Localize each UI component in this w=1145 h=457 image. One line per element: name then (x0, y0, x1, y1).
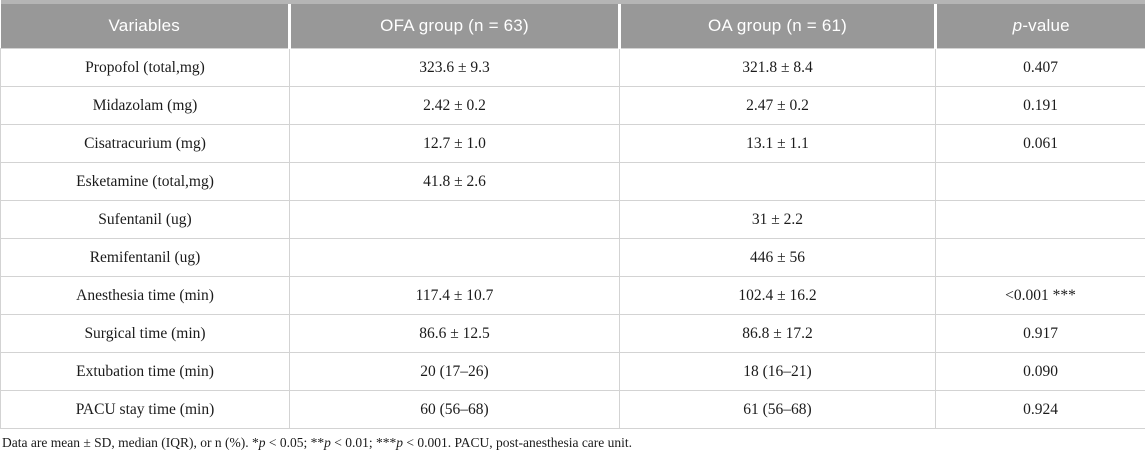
ofa-value-cell: 41.8 ± 2.6 (289, 162, 620, 201)
p-value-italic-p: p (1012, 16, 1023, 35)
table-row-extubation-time: Extubation time (min) 20 (17–26) 18 (16–… (0, 352, 1145, 391)
footnote-italic-p: p (396, 435, 403, 450)
p-value-cell: 0.407 (935, 48, 1145, 87)
ofa-value-cell: 12.7 ± 1.0 (289, 124, 620, 163)
footnote-text: < 0.001. PACU, post-anesthesia care unit… (402, 435, 633, 450)
header-p-value: p-value (934, 0, 1145, 49)
p-value-cell: 0.061 (935, 124, 1145, 163)
table-row-cisatracurium: Cisatracurium (mg) 12.7 ± 1.0 13.1 ± 1.1… (0, 124, 1145, 163)
p-value-cell: 0.090 (935, 352, 1145, 391)
oa-value-cell (619, 162, 936, 201)
anesthesia-comparison-table: Variables OFA group (n = 63) OA group (n… (0, 0, 1145, 429)
variable-cell: Surgical time (min) (0, 314, 290, 353)
ofa-value-cell: 60 (56–68) (289, 390, 620, 429)
header-ofa-group: OFA group (n = 63) (288, 0, 620, 49)
variable-cell: PACU stay time (min) (0, 390, 290, 429)
table-row-anesthesia-time: Anesthesia time (min) 117.4 ± 10.7 102.4… (0, 276, 1145, 315)
ofa-value-cell: 20 (17–26) (289, 352, 620, 391)
oa-value-cell: 2.47 ± 0.2 (619, 86, 936, 125)
table-row-midazolam: Midazolam (mg) 2.42 ± 0.2 2.47 ± 0.2 0.1… (0, 86, 1145, 125)
oa-value-cell: 102.4 ± 16.2 (619, 276, 936, 315)
oa-value-cell: 61 (56–68) (619, 390, 936, 429)
ofa-value-cell: 323.6 ± 9.3 (289, 48, 620, 87)
variable-cell: Midazolam (mg) (0, 86, 290, 125)
table-footnote: Data are mean ± SD, median (IQR), or n (… (0, 429, 1145, 451)
table-header: Variables OFA group (n = 63) OA group (n… (0, 0, 1145, 49)
p-value-cell: <0.001 *** (935, 276, 1145, 315)
ofa-value-cell: 117.4 ± 10.7 (289, 276, 620, 315)
variable-cell: Esketamine (total,mg) (0, 162, 290, 201)
table-row-sufentanil: Sufentanil (ug) 31 ± 2.2 (0, 200, 1145, 239)
table-row-surgical-time: Surgical time (min) 86.6 ± 12.5 86.8 ± 1… (0, 314, 1145, 353)
table-body: Propofol (total,mg) 323.6 ± 9.3 321.8 ± … (0, 48, 1145, 429)
variable-cell: Anesthesia time (min) (0, 276, 290, 315)
footnote-text: < 0.01; *** (330, 435, 397, 450)
p-value-rest: -value (1022, 16, 1070, 35)
oa-value-cell: 18 (16–21) (619, 352, 936, 391)
footnote-text: Data are mean ± SD, median (IQR), or n (… (2, 435, 259, 450)
table-row-propofol: Propofol (total,mg) 323.6 ± 9.3 321.8 ± … (0, 48, 1145, 87)
ofa-value-cell (289, 200, 620, 239)
table-row-esketamine: Esketamine (total,mg) 41.8 ± 2.6 (0, 162, 1145, 201)
ofa-value-cell: 86.6 ± 12.5 (289, 314, 620, 353)
variable-cell: Cisatracurium (mg) (0, 124, 290, 163)
p-value-cell (935, 200, 1145, 239)
oa-value-cell: 321.8 ± 8.4 (619, 48, 936, 87)
header-row: Variables OFA group (n = 63) OA group (n… (0, 0, 1145, 49)
footnote-italic-p: p (324, 435, 331, 450)
oa-value-cell: 31 ± 2.2 (619, 200, 936, 239)
footnote-italic-p: p (258, 435, 266, 450)
header-oa-group: OA group (n = 61) (618, 0, 936, 49)
variable-cell: Sufentanil (ug) (0, 200, 290, 239)
variable-cell: Extubation time (min) (0, 352, 290, 391)
oa-value-cell: 13.1 ± 1.1 (619, 124, 936, 163)
p-value-cell (935, 162, 1145, 201)
ofa-value-cell (289, 238, 620, 277)
p-value-cell (935, 238, 1145, 277)
p-value-cell: 0.917 (935, 314, 1145, 353)
p-value-cell: 0.924 (935, 390, 1145, 429)
table-row-remifentanil: Remifentanil (ug) 446 ± 56 (0, 238, 1145, 277)
ofa-value-cell: 2.42 ± 0.2 (289, 86, 620, 125)
footnote-text: < 0.05; ** (265, 435, 325, 450)
variable-cell: Remifentanil (ug) (0, 238, 290, 277)
oa-value-cell: 446 ± 56 (619, 238, 936, 277)
table-row-pacu-stay-time: PACU stay time (min) 60 (56–68) 61 (56–6… (0, 390, 1145, 429)
variable-cell: Propofol (total,mg) (0, 48, 290, 87)
oa-value-cell: 86.8 ± 17.2 (619, 314, 936, 353)
p-value-cell: 0.191 (935, 86, 1145, 125)
header-variables: Variables (0, 0, 290, 49)
